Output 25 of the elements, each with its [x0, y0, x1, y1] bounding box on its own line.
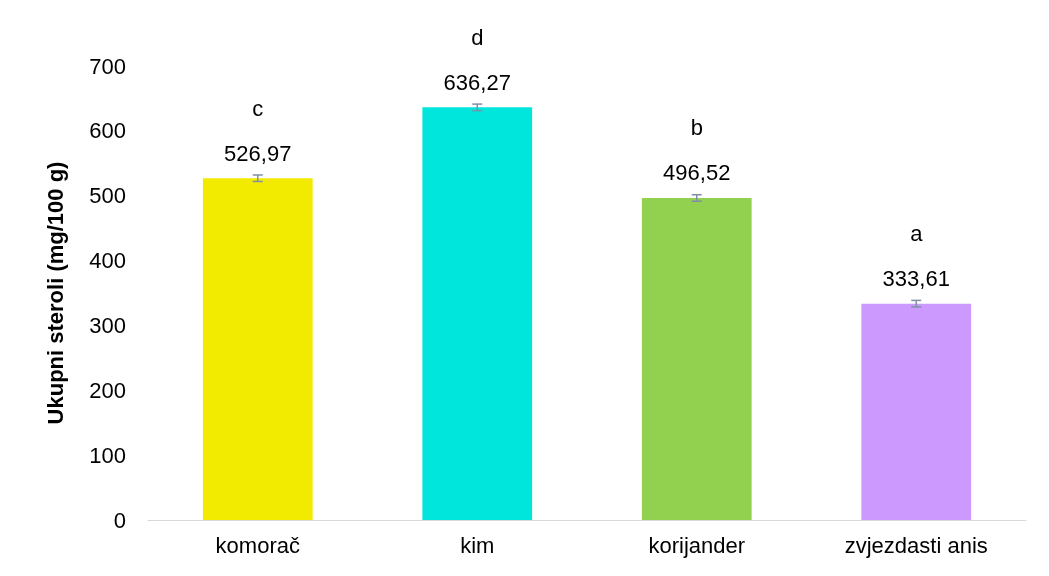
y-tick-label: 0 — [113, 507, 126, 533]
data-label: 526,97 — [224, 140, 292, 166]
data-label: 636,27 — [443, 69, 511, 95]
y-tick-label: 200 — [89, 377, 126, 403]
annotation: c — [252, 95, 264, 121]
bar — [422, 107, 533, 520]
bar — [861, 303, 972, 520]
bar — [641, 197, 752, 520]
data-label: 496,52 — [663, 160, 731, 186]
y-axis-title: Ukupni steroli (mg/100 g) — [42, 161, 68, 425]
x-tick-label: komorač — [215, 532, 300, 558]
bar — [202, 178, 313, 520]
x-tick-label: kim — [460, 532, 495, 558]
x-tick-label: korijander — [648, 532, 746, 558]
data-label: 333,61 — [882, 266, 950, 292]
y-tick-label: 300 — [89, 312, 126, 338]
y-tick-label: 100 — [89, 442, 126, 468]
y-tick-label: 700 — [89, 53, 126, 79]
annotation: b — [690, 115, 703, 141]
y-tick-label: 400 — [89, 248, 126, 274]
x-tick-label: zvjezdasti anis — [844, 532, 988, 558]
annotation: d — [471, 24, 484, 50]
y-tick-label: 500 — [89, 183, 126, 209]
y-tick-label: 600 — [89, 118, 126, 144]
annotation: a — [910, 221, 924, 247]
